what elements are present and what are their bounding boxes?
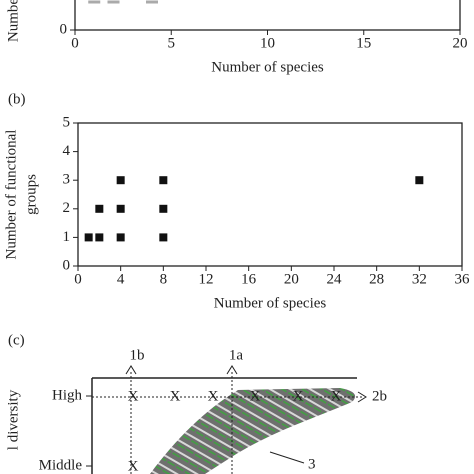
x-tick-label: 12: [199, 271, 214, 287]
plot-frame: [77, 122, 463, 267]
y-tick-label: 5: [63, 114, 71, 130]
y-tick-label: 0: [60, 21, 68, 37]
y-tick-label: 3: [63, 172, 71, 188]
y-tick-label: 1: [63, 229, 71, 245]
arrow-label: 2b: [372, 388, 387, 404]
data-point: [116, 233, 125, 242]
data-point: [159, 176, 168, 185]
arrow-head: [357, 391, 367, 403]
x-tick-label: 20: [284, 271, 299, 287]
data-point: [116, 176, 125, 185]
x-tick-label: 24: [327, 271, 343, 287]
x-tick-label: 10: [260, 35, 275, 51]
data-point: [146, 0, 158, 4]
hatched-region: [150, 388, 356, 474]
data-point: [159, 204, 168, 213]
x-tick-label: 4: [117, 271, 125, 287]
x-tick-label: 8: [160, 271, 168, 287]
x-tick-label: 5: [168, 35, 176, 51]
data-point: [95, 204, 104, 213]
x-tick-label: 20: [453, 35, 468, 51]
data-point: [84, 233, 93, 242]
x-tick-label: 0: [74, 271, 82, 287]
arrow-head: [125, 365, 137, 375]
arrow-head: [226, 365, 238, 375]
x-axis-label: Number of species: [214, 295, 327, 311]
data-point: [88, 0, 101, 4]
y-axis-label: Number of functional: [3, 130, 19, 260]
x-tick-label: 16: [241, 271, 257, 287]
x-marker: X: [331, 388, 342, 404]
plot-frame: [74, 0, 461, 31]
x-marker: X: [293, 388, 304, 404]
x-marker: X: [250, 388, 261, 404]
data-point: [159, 233, 168, 242]
level-label: High: [52, 387, 83, 403]
panel-c: (c) l diversity High Middle 1b 1a 2b X X…: [5, 332, 387, 474]
x-marker: X: [208, 388, 219, 404]
callout: 3: [308, 456, 316, 472]
data-point: [415, 176, 424, 185]
data-point: [95, 233, 104, 242]
level-label: Middle: [39, 457, 83, 473]
x-axis-label: Number of species: [211, 59, 324, 75]
x-tick-label: 28: [369, 271, 384, 287]
data-point: [107, 0, 120, 4]
y-axis-label: groups: [23, 174, 39, 215]
x-marker: X: [128, 458, 139, 474]
x-tick-label: 15: [356, 35, 371, 51]
x-tick-label: 32: [412, 271, 427, 287]
x-tick-label: 0: [71, 35, 79, 51]
arrow-label: 1b: [130, 347, 145, 363]
y-tick-label: 0: [63, 257, 71, 273]
y-tick-label: 4: [63, 143, 71, 159]
panel-label: (b): [8, 91, 26, 107]
panel-label: (c): [8, 332, 25, 348]
leader-line: [269, 451, 305, 464]
x-tick-label: 36: [455, 271, 471, 287]
y-tick-label: 2: [63, 200, 71, 216]
axis-label: l diversity: [5, 389, 21, 450]
data-point: [116, 204, 125, 213]
y-axis-label: Numbe: [5, 0, 21, 42]
x-marker: X: [170, 388, 181, 404]
arrow-label: 1a: [229, 347, 244, 363]
x-marker: X: [128, 388, 139, 404]
